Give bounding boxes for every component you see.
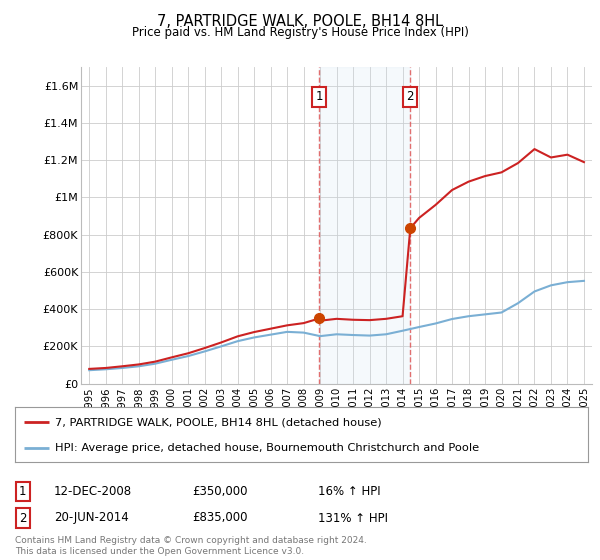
Text: 16% ↑ HPI: 16% ↑ HPI — [318, 485, 380, 498]
Text: 2: 2 — [407, 91, 414, 104]
Text: £835,000: £835,000 — [192, 511, 248, 525]
Text: 7, PARTRIDGE WALK, POOLE, BH14 8HL: 7, PARTRIDGE WALK, POOLE, BH14 8HL — [157, 14, 443, 29]
Text: 7, PARTRIDGE WALK, POOLE, BH14 8HL (detached house): 7, PARTRIDGE WALK, POOLE, BH14 8HL (deta… — [55, 418, 382, 427]
Text: 12-DEC-2008: 12-DEC-2008 — [54, 485, 132, 498]
Text: 20-JUN-2014: 20-JUN-2014 — [54, 511, 129, 525]
Text: 1: 1 — [19, 485, 26, 498]
Text: 131% ↑ HPI: 131% ↑ HPI — [318, 511, 388, 525]
Text: 2: 2 — [19, 511, 26, 525]
Text: Contains HM Land Registry data © Crown copyright and database right 2024.
This d: Contains HM Land Registry data © Crown c… — [15, 536, 367, 556]
Text: £350,000: £350,000 — [192, 485, 248, 498]
Text: HPI: Average price, detached house, Bournemouth Christchurch and Poole: HPI: Average price, detached house, Bour… — [55, 444, 479, 453]
Text: Price paid vs. HM Land Registry's House Price Index (HPI): Price paid vs. HM Land Registry's House … — [131, 26, 469, 39]
Bar — [319, 67, 410, 384]
Text: 1: 1 — [316, 91, 323, 104]
